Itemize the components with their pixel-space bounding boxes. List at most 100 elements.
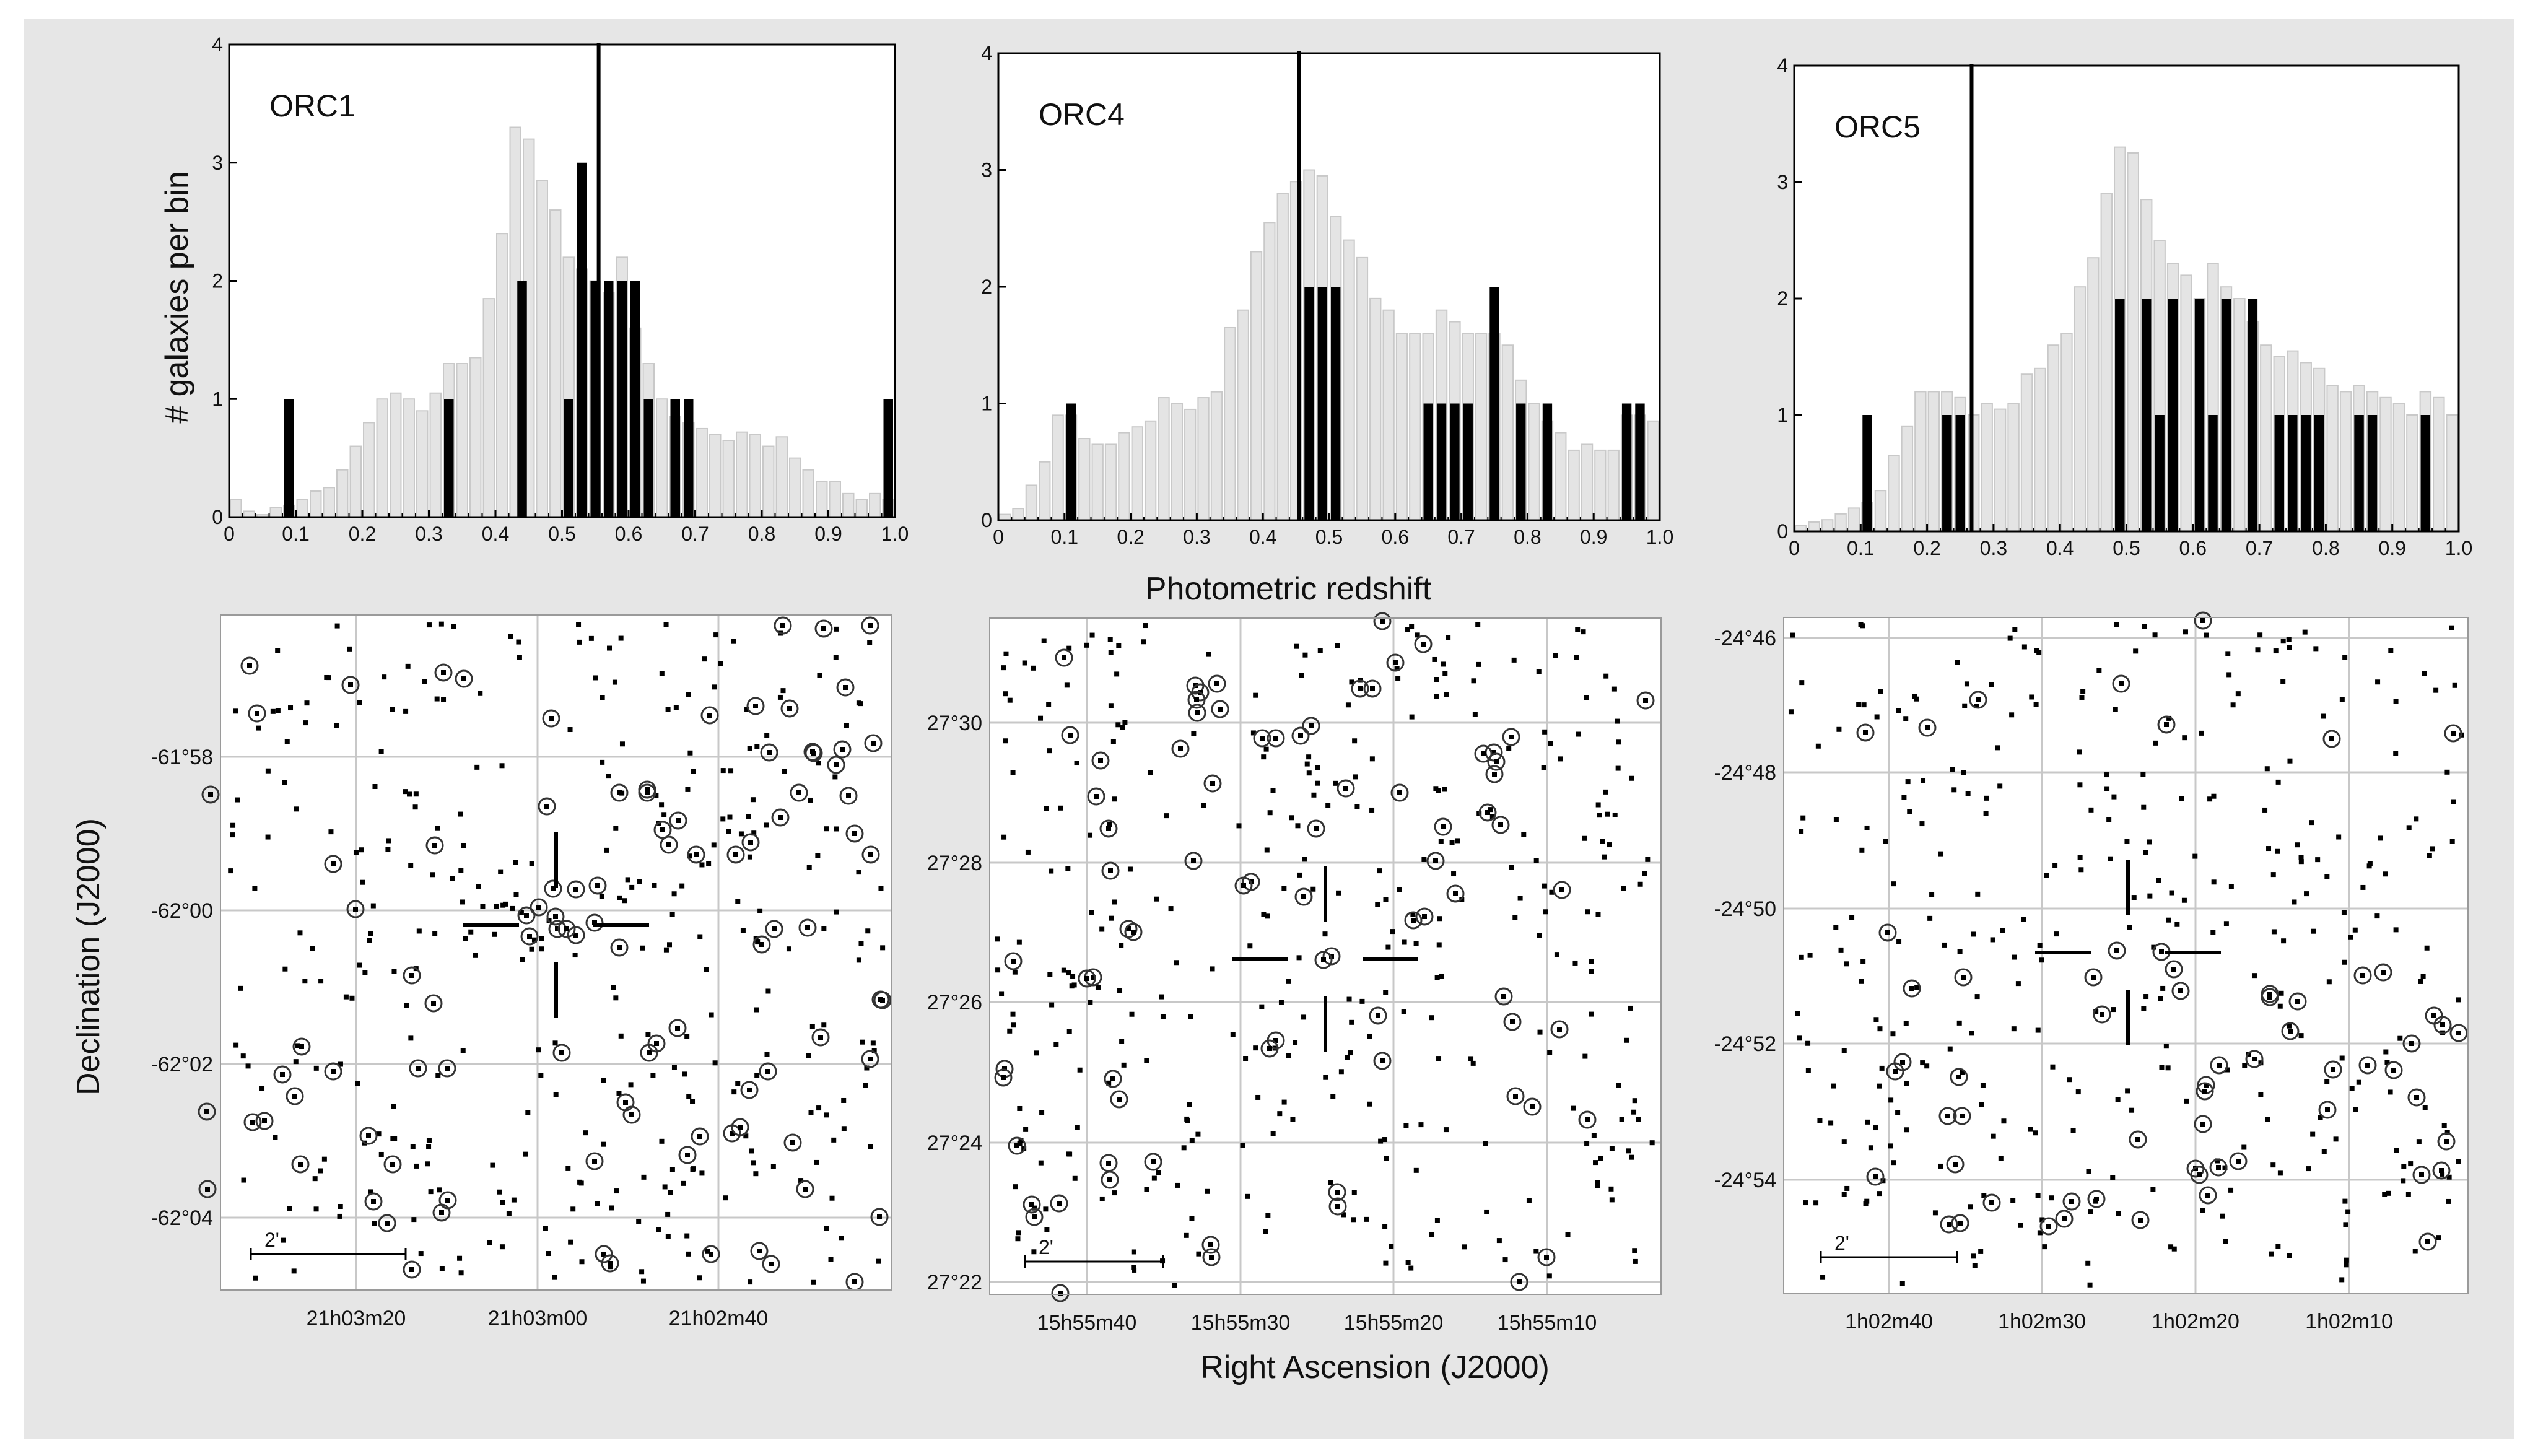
galaxy-circle (1950, 1068, 1968, 1086)
galaxy-dot (348, 682, 353, 687)
source-dot (1168, 906, 1174, 912)
source-dot (1796, 1035, 1802, 1041)
source-dot (1253, 692, 1258, 698)
galaxy-dot (2365, 1063, 2370, 1068)
galaxy-circle (588, 876, 607, 895)
galaxy-dot (1110, 1076, 1115, 1081)
source-dot (806, 865, 812, 870)
source-dot (2367, 861, 2373, 866)
source-dot (617, 895, 622, 900)
galaxy-dot (1397, 790, 1402, 795)
background-bar (2060, 333, 2073, 533)
galaxy-circle (864, 734, 883, 752)
source-dot (2339, 697, 2345, 702)
galaxy-circle (660, 835, 678, 854)
source-dot (1969, 1031, 1974, 1036)
galaxy-dot (461, 676, 466, 681)
source-dot (1649, 1140, 1655, 1146)
source-dot (1253, 1045, 1258, 1051)
x-tick-label: 0.5 (1315, 526, 1343, 548)
source-dot (2182, 735, 2187, 741)
source-dot (1632, 1248, 1637, 1253)
source-dot (1112, 1190, 1117, 1196)
galaxy-circle (2210, 1056, 2228, 1075)
source-dot (2156, 878, 2161, 883)
source-dot (1553, 653, 1558, 658)
source-dot (338, 1061, 343, 1067)
background-bar (469, 357, 482, 518)
source-dot (1836, 726, 1842, 732)
field-maps: 21h03m20 21h03m00 21h02m40-61°58-62°00-62°… (150, 611, 2469, 1335)
source-dot (1975, 891, 1981, 897)
source-dot (1488, 807, 1493, 813)
source-dot (1877, 1026, 1883, 1032)
galaxy-dot (2094, 1197, 2099, 1201)
data-bar (2141, 299, 2152, 531)
source-dot (2021, 917, 2026, 922)
galaxy-dot (1108, 868, 1113, 873)
source-dot (233, 708, 238, 714)
source-dot (2210, 930, 2216, 935)
background-bar (2007, 403, 2020, 533)
source-dot (687, 853, 692, 859)
background-bar (1874, 490, 1887, 533)
source-dot (1575, 627, 1581, 632)
source-dot (1336, 890, 1341, 896)
galaxy-circle (567, 880, 585, 899)
galaxy-circle (2209, 1158, 2228, 1177)
source-dot (2378, 835, 2383, 841)
galaxy-dot (2171, 967, 2176, 972)
galaxy-dot (805, 925, 810, 930)
x-tick-label: 0.1 (282, 523, 309, 545)
galaxy-dot (1958, 1221, 1963, 1226)
source-dot (1106, 1080, 1112, 1086)
source-dot (2113, 707, 2118, 712)
source-dot (699, 862, 705, 868)
background-bar (1078, 438, 1091, 521)
source-dot (508, 634, 513, 639)
source-dot (408, 1035, 414, 1041)
source-dot (294, 806, 299, 812)
source-dot (1261, 754, 1267, 760)
galaxy-dot (1956, 1075, 1961, 1079)
galaxy-circle (803, 743, 822, 761)
source-dot (2223, 1239, 2228, 1244)
source-dot (376, 1131, 382, 1137)
source-dot (744, 707, 750, 712)
x-tick-label: 0.8 (1514, 526, 1541, 548)
background-bar (1888, 455, 1900, 532)
source-dot (1267, 810, 1273, 816)
map-frame (220, 614, 892, 1291)
galaxy-circle (1008, 1136, 1026, 1155)
source-dot (637, 879, 642, 884)
source-dot (738, 831, 744, 837)
galaxy-dot (431, 1001, 436, 1006)
source-dot (1151, 1175, 1157, 1181)
galaxy-dot (676, 818, 681, 823)
source-dot (834, 826, 839, 832)
source-dot (1817, 1118, 1823, 1123)
source-dot (1175, 1182, 1180, 1188)
source-dot (811, 1279, 816, 1285)
source-dot (798, 1178, 804, 1184)
source-dot (856, 870, 861, 875)
source-dot (1236, 823, 1242, 829)
galaxy-dot (1485, 810, 1490, 815)
galaxy-circle (1373, 612, 1392, 630)
galaxy-dot (1453, 891, 1458, 896)
galaxy-circle (700, 706, 719, 725)
data-bar (2274, 415, 2285, 531)
source-dot (2230, 702, 2236, 708)
dec-tick-label: -61°58 (150, 746, 213, 769)
source-dot (2422, 1105, 2428, 1110)
galaxy-dot (778, 815, 783, 820)
background-bar (1981, 403, 1993, 533)
source-dot (2035, 1027, 2041, 1033)
galaxy-dot (1585, 1117, 1590, 1122)
source-dot (1038, 1160, 1044, 1166)
source-dot (1645, 857, 1651, 862)
source-dot (2309, 820, 2314, 826)
source-dot (1408, 1265, 1414, 1271)
source-dot (832, 774, 838, 780)
source-dot (757, 908, 763, 913)
